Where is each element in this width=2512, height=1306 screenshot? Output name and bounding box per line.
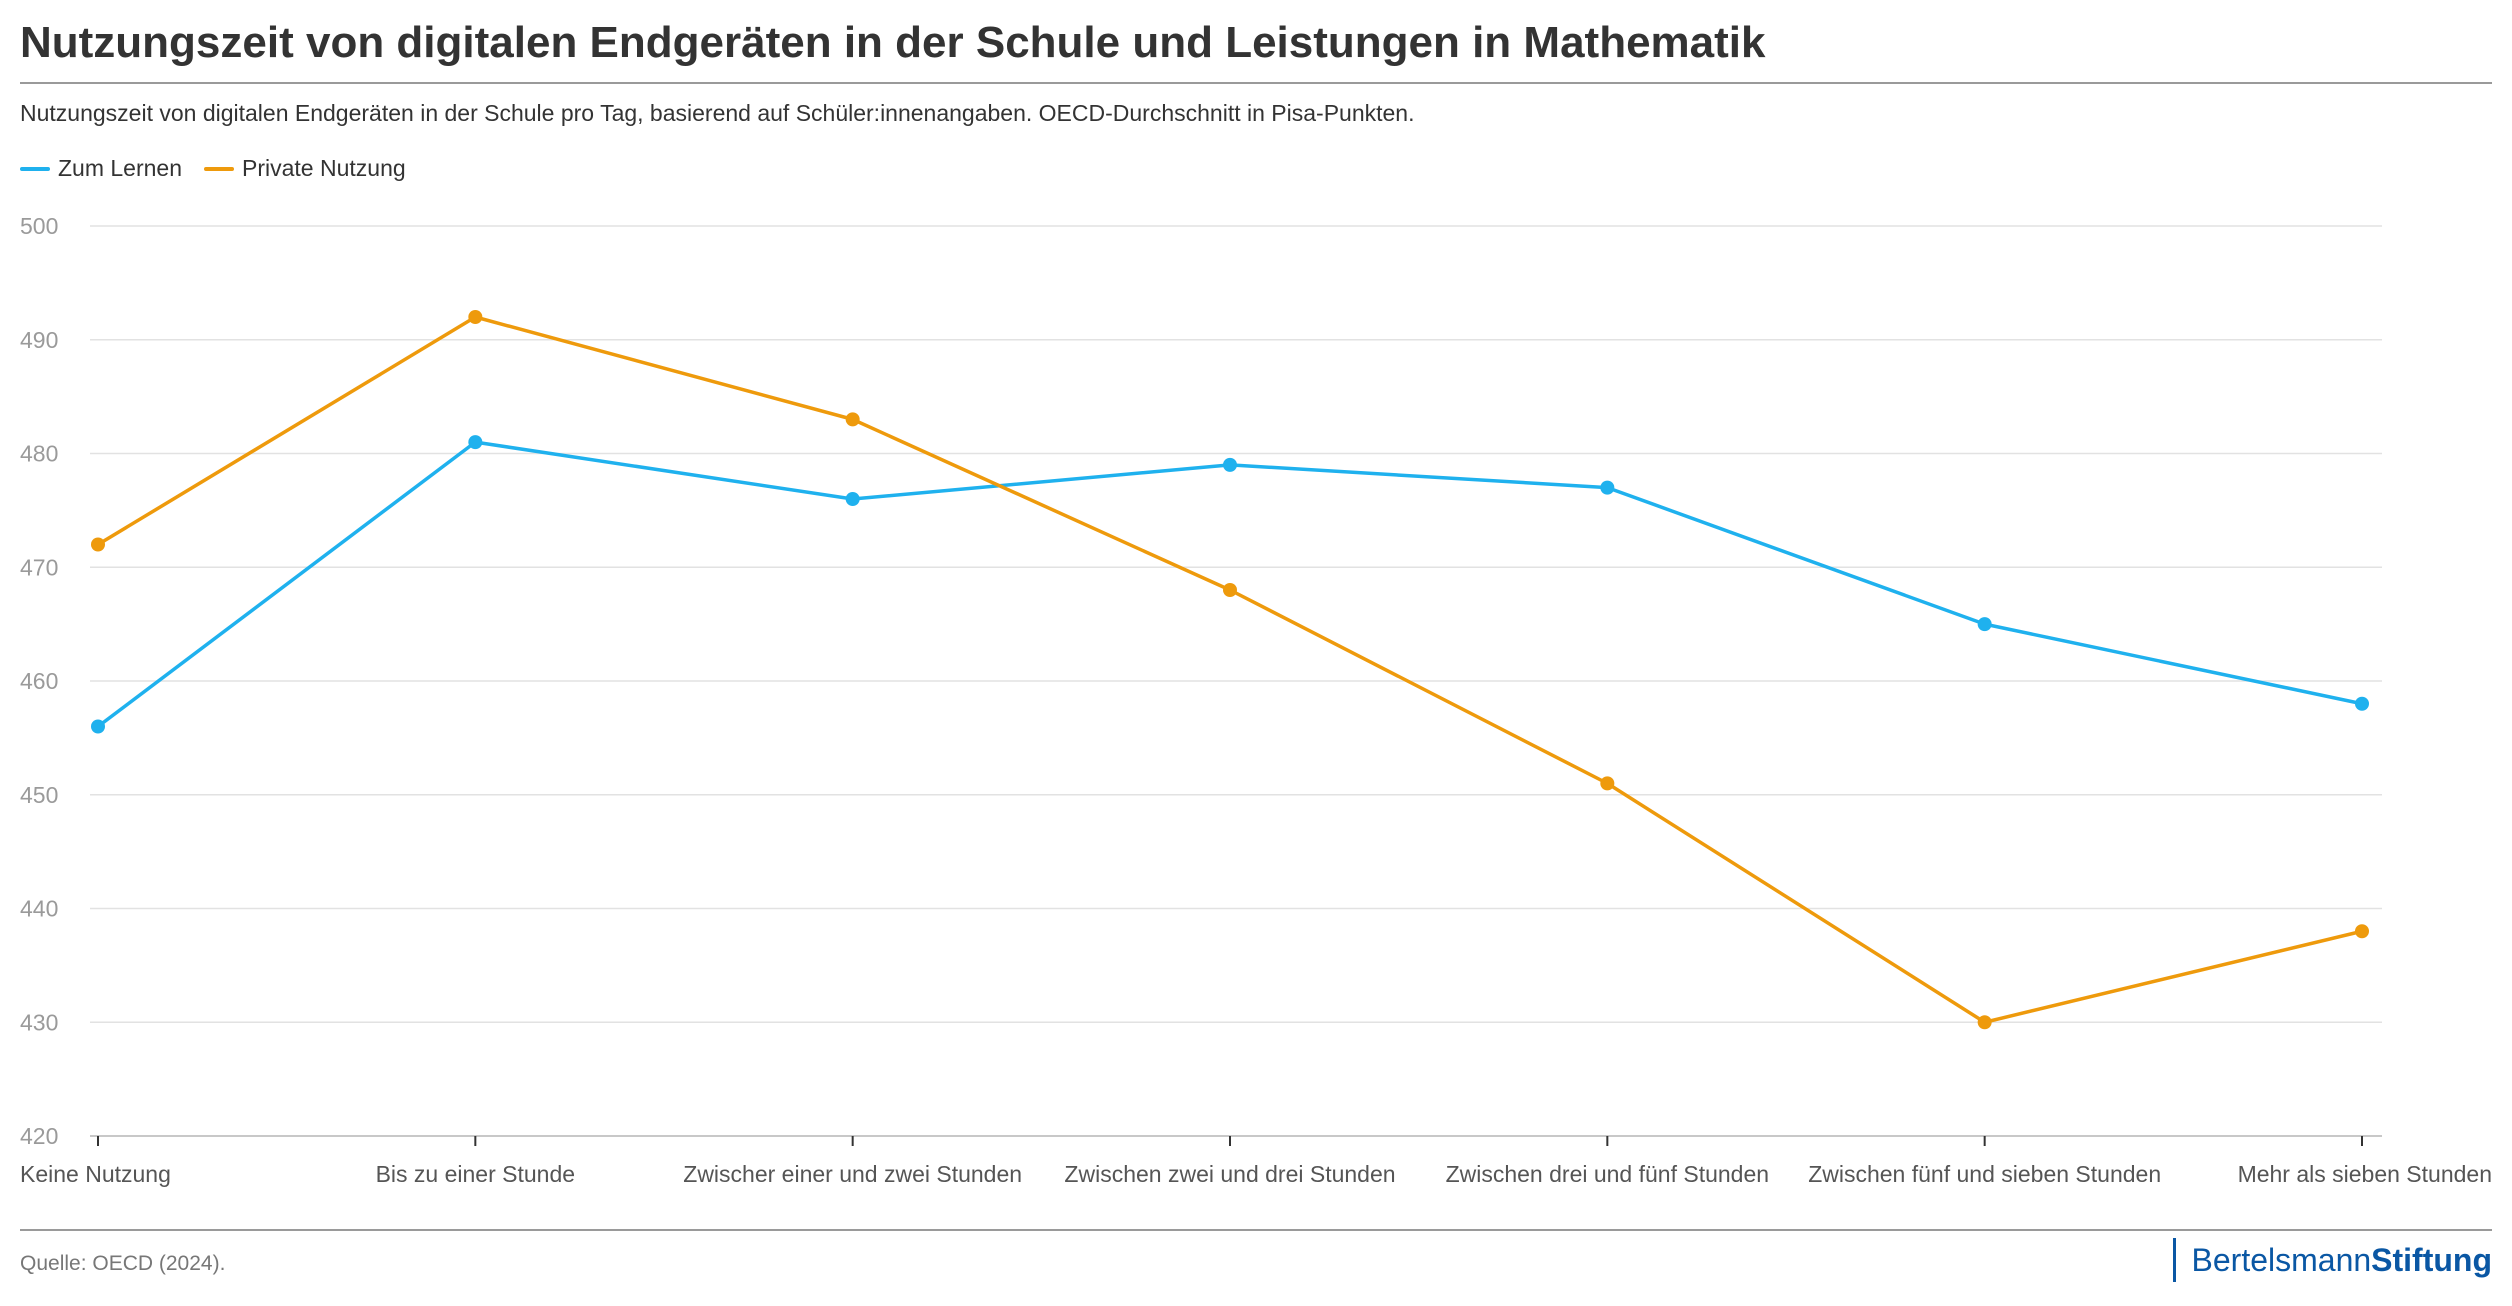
data-point-private-nutzung-5	[1600, 776, 1615, 791]
x-category-label-zwischen-zwei-und-drei-stunden: Zwischen zwei und drei Stunden	[1064, 1161, 1395, 1187]
x-category-label-mehr-als-sieben-stunden: Mehr als sieben Stunden	[2238, 1161, 2492, 1187]
legend-swatch-private-nutzung	[204, 166, 235, 171]
source-note: Quelle: OECD (2024).	[20, 1252, 226, 1275]
title-divider	[20, 82, 2492, 84]
data-point-private-nutzung-6	[1977, 1015, 1992, 1030]
chart-title: Nutzungszeit von digitalen Endgeräten in…	[20, 18, 1766, 67]
series-line-private-nutzung	[96, 315, 2364, 1024]
logo-text-stiftung: Stiftung	[2371, 1241, 2492, 1278]
legend-item-zum-lernen[interactable]: Zum Lernen	[20, 155, 182, 182]
y-tick-label-460: 460	[20, 668, 58, 694]
legend-label-private-nutzung: Private Nutzung	[242, 155, 406, 181]
bertelsmann-stiftung-logo: Bertelsmann Stiftung	[2172, 1238, 2492, 1282]
y-tick-label-480: 480	[20, 441, 58, 467]
data-point-zum-lernen-6	[1977, 617, 1992, 632]
data-point-private-nutzung-2	[468, 310, 483, 324]
x-category-label-zwischer-einer-und-zwei-stunden: Zwischer einer und zwei Stunden	[683, 1161, 1022, 1187]
data-point-private-nutzung-4	[1223, 583, 1237, 597]
logo-text-bertelsmann: Bertelsmann	[2191, 1241, 2372, 1278]
data-point-zum-lernen-4	[1223, 457, 1237, 472]
data-point-zum-lernen-5	[1600, 480, 1615, 495]
y-tick-label-490: 490	[20, 327, 58, 353]
data-point-private-nutzung-7	[2355, 924, 2369, 939]
data-point-private-nutzung-1	[91, 537, 105, 552]
legend-label-zum-lernen: Zum Lernen	[58, 155, 183, 181]
x-category-label-keine-nutzung: Keine Nutzung	[20, 1161, 171, 1187]
x-category-label-zwischen-fünf-und-sieben-stunden: Zwischen fünf und sieben Stunden	[1808, 1161, 2161, 1187]
footer-divider	[20, 1229, 2492, 1231]
data-point-private-nutzung-3	[845, 412, 860, 427]
data-point-zum-lernen-1	[91, 719, 105, 734]
legend-swatch-zum-lernen	[20, 166, 50, 171]
chart-subtitle: Nutzungszeit von digitalen Endgeräten in…	[20, 100, 1415, 126]
y-tick-label-420: 420	[20, 1123, 58, 1149]
x-category-label-zwischen-drei-und-fünf-stunden: Zwischen drei und fünf Stunden	[1446, 1161, 1769, 1187]
y-tick-label-440: 440	[20, 896, 58, 922]
y-tick-label-500: 500	[20, 213, 58, 239]
x-category-label-bis-zu-einer-stunde: Bis zu einer Stunde	[376, 1161, 575, 1187]
y-tick-label-430: 430	[20, 1009, 58, 1035]
y-tick-label-470: 470	[20, 554, 58, 580]
y-tick-label-450: 450	[20, 782, 58, 808]
data-point-zum-lernen-7	[2355, 696, 2369, 711]
chart-legend: Zum Lernen Private Nutzung	[20, 155, 406, 182]
data-point-zum-lernen-2	[468, 435, 483, 450]
legend-item-private-nutzung[interactable]: Private Nutzung	[204, 155, 406, 182]
data-point-zum-lernen-3	[845, 492, 860, 506]
